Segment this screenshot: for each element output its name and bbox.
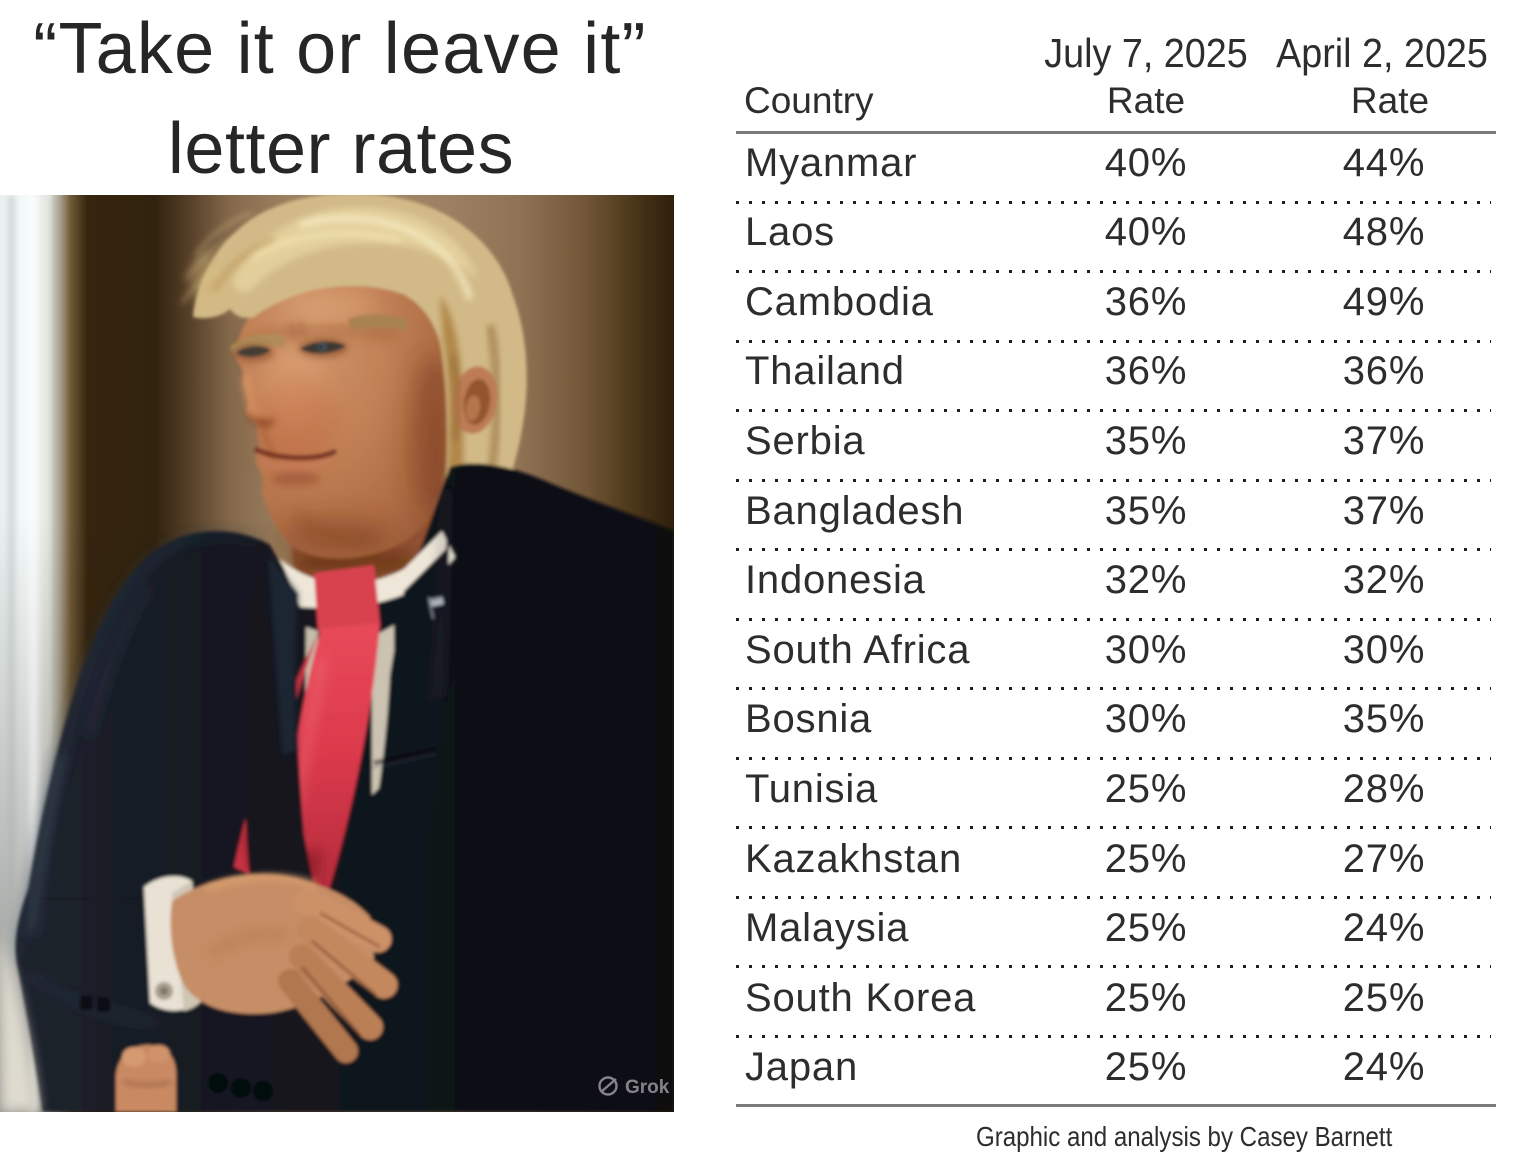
svg-text:Grok: Grok (625, 1077, 670, 1098)
